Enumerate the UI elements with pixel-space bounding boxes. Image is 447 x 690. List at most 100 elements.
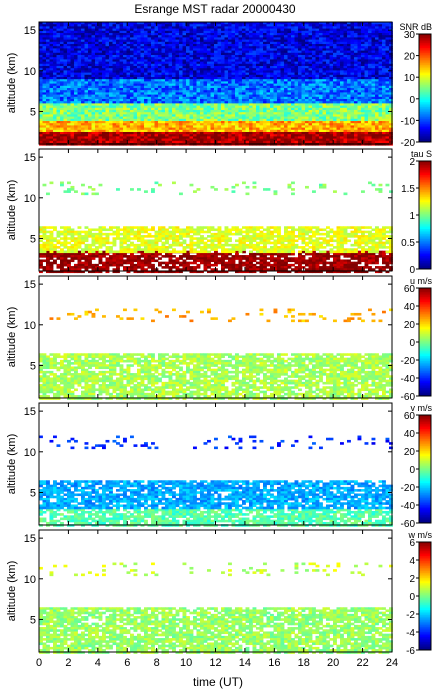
- heatmap-cell: [343, 72, 348, 76]
- heatmap-cell: [259, 68, 264, 71]
- heatmap-cell: [340, 48, 344, 51]
- heatmap-cell: [329, 50, 334, 54]
- heatmap-cell: [112, 24, 117, 27]
- heatmap-cell: [340, 55, 344, 58]
- heatmap-cell: [210, 28, 215, 32]
- heatmap-cell: [133, 26, 138, 29]
- heatmap-cell: [116, 48, 120, 51]
- heatmap-cell: [67, 61, 71, 65]
- heatmap-cell: [98, 41, 103, 45]
- heatmap-cell: [329, 74, 334, 78]
- heatmap-cell: [126, 30, 131, 34]
- heatmap-cell: [375, 79, 379, 82]
- heatmap-cell: [382, 30, 386, 34]
- heatmap-cell: [130, 68, 134, 71]
- heatmap-cell: [91, 83, 96, 87]
- heatmap-cell: [217, 59, 222, 62]
- heatmap-cell: [294, 48, 299, 51]
- heatmap-cell: [200, 55, 204, 58]
- heatmap-cell: [294, 63, 299, 67]
- heatmap-cell: [301, 52, 306, 56]
- heatmap-cell: [154, 59, 159, 62]
- heatmap-cell: [95, 81, 99, 84]
- heatmap-cell: [63, 48, 68, 51]
- heatmap-cell: [49, 22, 54, 25]
- heatmap-cell: [322, 57, 327, 60]
- heatmap-cell: [147, 35, 152, 38]
- heatmap-cell: [340, 37, 344, 40]
- heatmap-cell: [364, 77, 369, 80]
- heatmap-cell: [84, 83, 89, 87]
- heatmap-cell: [347, 37, 351, 40]
- heatmap-cell: [228, 55, 232, 58]
- heatmap-cell: [263, 30, 267, 34]
- heatmap-cell: [200, 39, 204, 43]
- heatmap-cell: [112, 26, 117, 29]
- heatmap-cell: [165, 26, 169, 29]
- heatmap-cell: [301, 74, 306, 78]
- heatmap-cell: [60, 24, 64, 27]
- heatmap-cell: [168, 37, 173, 40]
- heatmap-cell: [67, 63, 71, 67]
- heatmap-cell: [49, 37, 54, 40]
- heatmap-cell: [221, 59, 225, 62]
- heatmap-cell: [287, 83, 292, 87]
- heatmap-cell: [256, 50, 260, 54]
- heatmap-cell: [364, 70, 369, 73]
- heatmap-cell: [119, 46, 124, 49]
- heatmap-cell: [98, 83, 103, 87]
- heatmap-cell: [53, 52, 57, 56]
- heatmap-cell: [200, 46, 204, 49]
- heatmap-cell: [224, 66, 229, 69]
- heatmap-cell: [361, 28, 365, 32]
- heatmap-cell: [382, 63, 386, 67]
- heatmap-cell: [123, 74, 127, 78]
- heatmap-cell: [378, 30, 383, 34]
- heatmap-cell: [88, 46, 92, 49]
- heatmap-cell: [291, 59, 295, 62]
- heatmap-cell: [378, 35, 383, 38]
- heatmap-cell: [88, 61, 92, 65]
- heatmap-cell: [357, 77, 362, 80]
- heatmap-cell: [308, 26, 313, 29]
- heatmap-cell: [371, 66, 376, 69]
- heatmap-cell: [242, 72, 246, 76]
- heatmap-cell: [294, 28, 299, 32]
- heatmap-cell: [210, 39, 215, 43]
- heatmap-cell: [217, 33, 222, 36]
- heatmap-cell: [168, 70, 173, 73]
- heatmap-cell: [245, 61, 250, 65]
- heatmap-cell: [382, 37, 386, 40]
- heatmap-cell: [105, 24, 110, 27]
- heatmap-cell: [151, 57, 155, 60]
- heatmap-cell: [207, 72, 211, 76]
- heatmap-cell: [217, 74, 222, 78]
- heatmap-cell: [130, 72, 134, 76]
- heatmap-cell: [263, 35, 267, 38]
- heatmap-cell: [245, 48, 250, 51]
- heatmap-cell: [259, 74, 264, 78]
- heatmap-cell: [81, 30, 85, 34]
- heatmap-cell: [172, 81, 176, 84]
- heatmap-cell: [154, 66, 159, 69]
- heatmap-cell: [294, 44, 299, 47]
- heatmap-cell: [151, 37, 155, 40]
- heatmap-cell: [168, 48, 173, 51]
- heatmap-cell: [67, 48, 71, 51]
- heatmap-cell: [81, 88, 85, 91]
- heatmap-cell: [263, 37, 267, 40]
- heatmap-cell: [340, 88, 344, 91]
- heatmap-cell: [77, 72, 82, 76]
- heatmap-cell: [389, 63, 393, 67]
- heatmap-cell: [350, 33, 355, 36]
- heatmap-cell: [84, 81, 89, 84]
- heatmap-cell: [357, 59, 362, 62]
- heatmap-cell: [77, 68, 82, 71]
- heatmap-cell: [133, 24, 138, 27]
- heatmap-cell: [84, 77, 89, 80]
- heatmap-cell: [217, 28, 222, 32]
- heatmap-cell: [273, 70, 278, 73]
- heatmap-cell: [67, 68, 71, 71]
- heatmap-cell: [144, 81, 148, 84]
- heatmap-cell: [259, 39, 264, 43]
